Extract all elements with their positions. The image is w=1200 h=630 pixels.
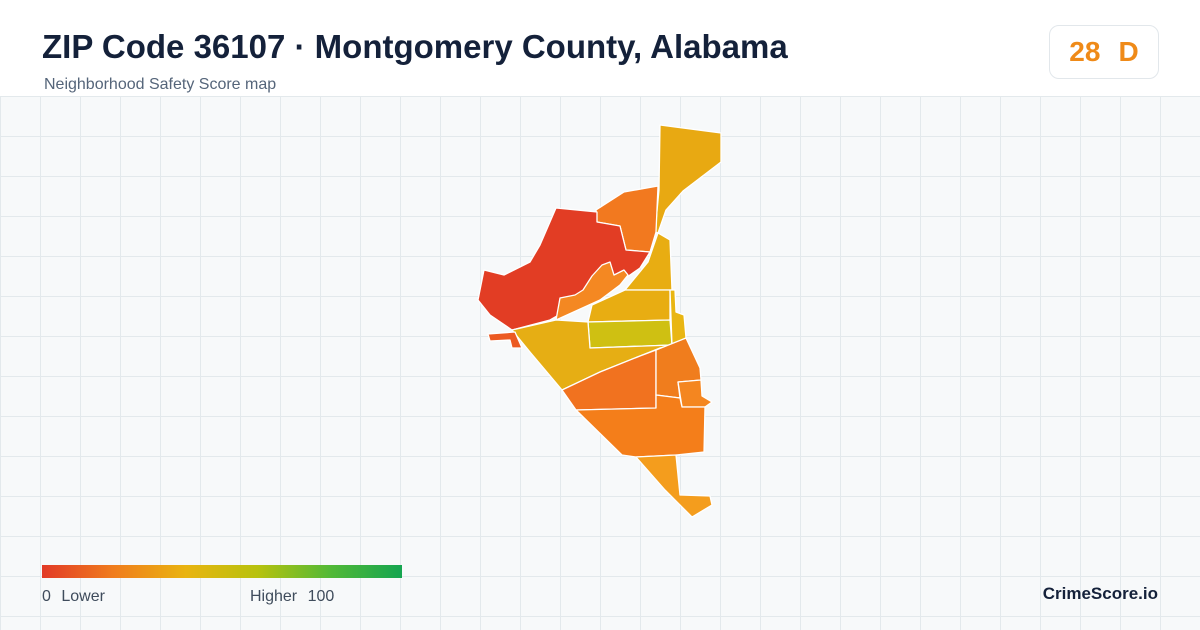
legend-min-label: Lower xyxy=(61,588,105,605)
header-band xyxy=(0,0,1200,97)
region-south-tail[interactable] xyxy=(635,454,713,518)
page-title: ZIP Code 36107 · Montgomery County, Alab… xyxy=(42,28,788,65)
region-west-spur[interactable] xyxy=(487,331,523,349)
region-southeast-small[interactable] xyxy=(677,379,713,408)
region-north-strip[interactable] xyxy=(654,124,722,234)
legend-max-value: 100 xyxy=(307,588,335,605)
score-grade: D xyxy=(1118,36,1139,67)
region-center-band[interactable] xyxy=(587,319,673,349)
legend-min: 0 Lower xyxy=(42,588,111,606)
region-right-edge-strip[interactable] xyxy=(669,289,687,346)
score-value: 28 xyxy=(1069,36,1101,67)
region-south-large[interactable] xyxy=(575,394,706,458)
region-central-inner[interactable] xyxy=(555,261,629,321)
legend-max-label: Higher xyxy=(250,588,298,605)
legend-color-bar xyxy=(42,565,402,578)
legend-max: Higher 100 xyxy=(250,588,340,606)
legend-min-value: 0 xyxy=(42,588,51,605)
score-badge: 28 D xyxy=(1049,25,1159,79)
page-subtitle: Neighborhood Safety Score map xyxy=(44,76,277,93)
brand-logo-text[interactable]: CrimeScore.io xyxy=(1042,584,1158,603)
